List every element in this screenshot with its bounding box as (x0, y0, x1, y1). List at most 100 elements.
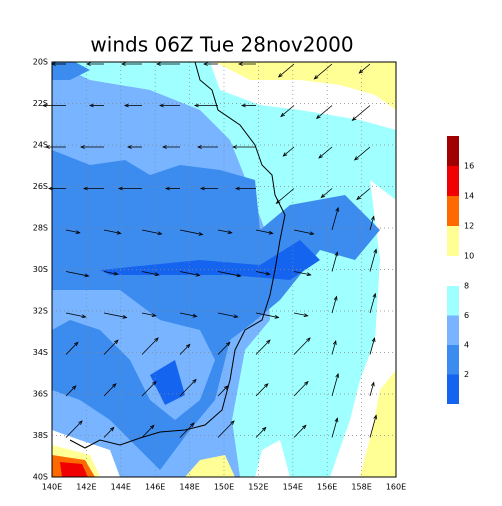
colorbar-box (447, 166, 459, 196)
wind-arrow (331, 373, 339, 397)
arrow-head (74, 341, 79, 347)
lon-label: 140E (42, 483, 62, 492)
arrow-head (230, 420, 235, 425)
wind-arrow (217, 229, 232, 234)
arrow-head (75, 230, 81, 234)
colorbar-box (447, 315, 459, 345)
lat-label: 32S (33, 307, 48, 316)
wind-arrow (217, 312, 238, 318)
wind-arrow (217, 342, 231, 355)
arrow-head (318, 154, 323, 159)
arrow-head (116, 230, 122, 235)
wind-arrow (179, 312, 197, 317)
colorbar-label: 8 (464, 282, 469, 291)
lat-label: 20S (33, 58, 48, 67)
wind-arrow (65, 312, 86, 318)
lat-label: 24S (33, 141, 48, 150)
arrow-head (306, 272, 312, 277)
arrow-head (306, 337, 311, 342)
arrow-head (84, 273, 90, 278)
arrow-head (122, 314, 128, 319)
arrow-head (356, 195, 361, 201)
arrow-head (332, 340, 337, 346)
arrow-head (370, 215, 375, 221)
wind-arrow (141, 229, 162, 235)
arrow-head (85, 62, 91, 66)
wind-arrow (179, 422, 195, 438)
coastline (69, 61, 286, 449)
wind-arrow (331, 296, 337, 314)
wind-arrow (141, 381, 157, 397)
wind-arrow (65, 271, 89, 277)
colorbar-box (447, 345, 459, 375)
arrow-head (41, 103, 47, 108)
wind-arrow (179, 229, 203, 235)
arrow-head (202, 62, 208, 66)
arrow-head (88, 103, 94, 108)
arrow-head (151, 313, 157, 317)
wind-arrow (65, 385, 77, 397)
wind-arrow (283, 146, 295, 157)
lat-label: 28S (33, 224, 48, 233)
arrow-head (47, 186, 53, 191)
arrow-head (261, 426, 267, 432)
lat-label: 36S (33, 390, 48, 399)
wind-arrow (255, 312, 279, 318)
arrow-head (120, 62, 126, 66)
wind-arrow (331, 252, 338, 272)
arrow-head (192, 313, 198, 318)
arrow-head (158, 103, 164, 108)
arrow-head (82, 186, 88, 191)
lon-label: 144E (111, 483, 131, 492)
arrow-head (334, 417, 339, 423)
arrow-head (264, 383, 269, 388)
lat-label: 38S (33, 431, 48, 440)
wind-arrow (369, 382, 375, 397)
lon-label: 158E (351, 483, 371, 492)
arrow-head (79, 145, 85, 149)
wind-arrow (318, 146, 333, 159)
colorbar-label: 6 (464, 311, 469, 320)
arrow-head (154, 272, 160, 277)
arrow-head (117, 186, 123, 191)
wind-arrow (293, 425, 307, 438)
wind-arrow (321, 188, 333, 198)
arrow-head (126, 145, 132, 149)
arrow-head (226, 341, 231, 347)
arrow-head (157, 231, 163, 236)
wind-arrow (293, 381, 309, 397)
arrow-head (274, 314, 280, 319)
arrow-head (309, 231, 315, 236)
wind-arrow (276, 188, 295, 204)
arrow-head (265, 271, 271, 276)
colorbar-box (447, 136, 459, 166)
lat-label: 22S (33, 99, 48, 108)
arrow-head (234, 186, 240, 191)
wind-arrow (179, 379, 197, 397)
wind-arrow (314, 63, 333, 80)
arrow-head (109, 426, 115, 432)
wind-arrow (103, 427, 115, 438)
arrow-head (81, 314, 87, 319)
arrow-head (304, 380, 309, 386)
wind-arrow (141, 337, 159, 355)
arrow-head (114, 339, 119, 345)
arrow-head (78, 420, 83, 425)
arrow-head (302, 424, 307, 430)
grid (52, 62, 396, 477)
arrow-head (370, 381, 375, 387)
wind-arrow (255, 271, 270, 275)
arrow-head (193, 103, 199, 108)
wind-arrow (65, 342, 79, 355)
wind-arrow (103, 229, 121, 234)
wind-arrow (255, 339, 271, 355)
wind-arrow (278, 63, 295, 78)
wind-arrow (293, 271, 311, 276)
wind-arrow (217, 420, 235, 438)
colorbar-label: 2 (464, 370, 469, 379)
arrow-head (154, 337, 159, 342)
arrow-head (161, 145, 167, 149)
arrow-head (227, 230, 233, 234)
